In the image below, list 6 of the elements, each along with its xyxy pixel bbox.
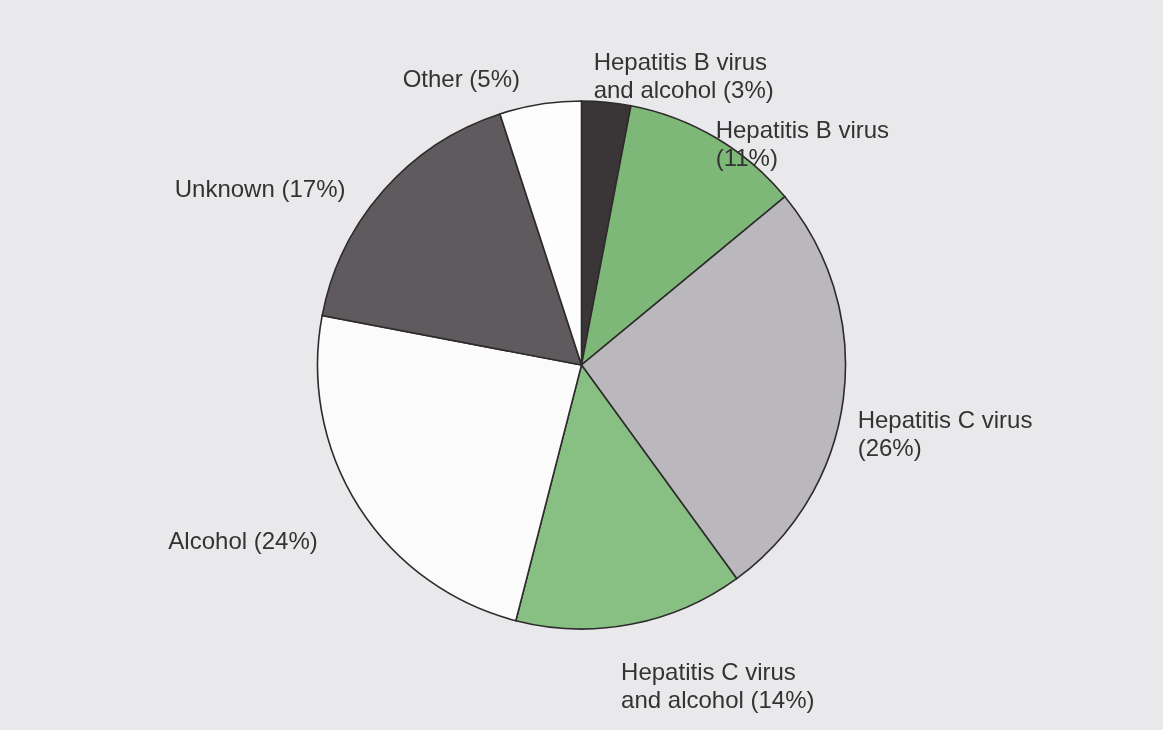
- slice-label: Hepatitis B virus and alcohol (3%): [593, 48, 774, 104]
- slice-label: Alcohol (24%): [168, 526, 318, 554]
- slice-label: Other (5%): [402, 64, 521, 92]
- slice-label: Unknown (17%): [174, 174, 346, 202]
- slice-label: Hepatitis C virus (26%): [857, 405, 1033, 461]
- slice-label: Hepatitis C virus and alcohol (14%): [621, 657, 815, 713]
